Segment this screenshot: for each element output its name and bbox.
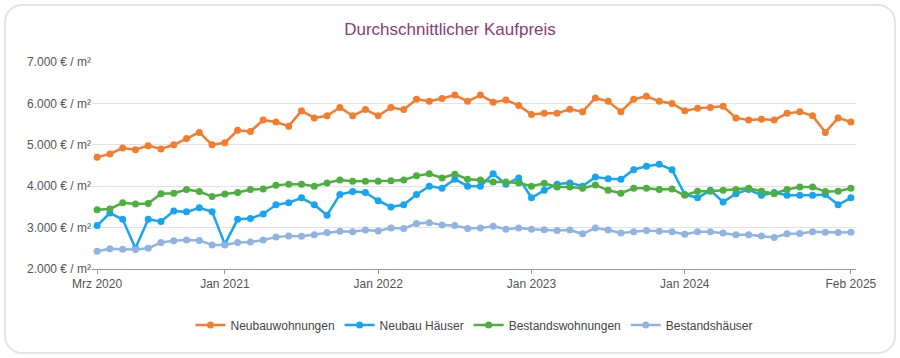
svg-text:Jan 2023: Jan 2023 <box>507 277 557 291</box>
svg-text:Mrz 2020: Mrz 2020 <box>72 277 122 291</box>
svg-text:6.000 € / m²: 6.000 € / m² <box>27 97 91 111</box>
svg-text:Bestandswohnungen: Bestandswohnungen <box>509 319 621 333</box>
svg-text:Jan 2022: Jan 2022 <box>353 277 403 291</box>
svg-text:Jan 2024: Jan 2024 <box>660 277 710 291</box>
svg-text:Neubau Häuser: Neubau Häuser <box>380 319 464 333</box>
svg-text:7.000 € / m²: 7.000 € / m² <box>27 55 91 69</box>
svg-text:4.000 € / m²: 4.000 € / m² <box>27 179 91 193</box>
svg-text:5.000 € / m²: 5.000 € / m² <box>27 138 91 152</box>
svg-text:2.000 € / m²: 2.000 € / m² <box>27 262 91 276</box>
svg-text:Feb 2025: Feb 2025 <box>826 277 877 291</box>
svg-text:Bestandshäuser: Bestandshäuser <box>666 319 753 333</box>
svg-text:Jan 2021: Jan 2021 <box>200 277 250 291</box>
svg-text:Neubauwohnungen: Neubauwohnungen <box>231 319 335 333</box>
svg-text:Durchschnittlicher Kaufpreis: Durchschnittlicher Kaufpreis <box>344 20 556 39</box>
svg-text:3.000 € / m²: 3.000 € / m² <box>27 221 91 235</box>
